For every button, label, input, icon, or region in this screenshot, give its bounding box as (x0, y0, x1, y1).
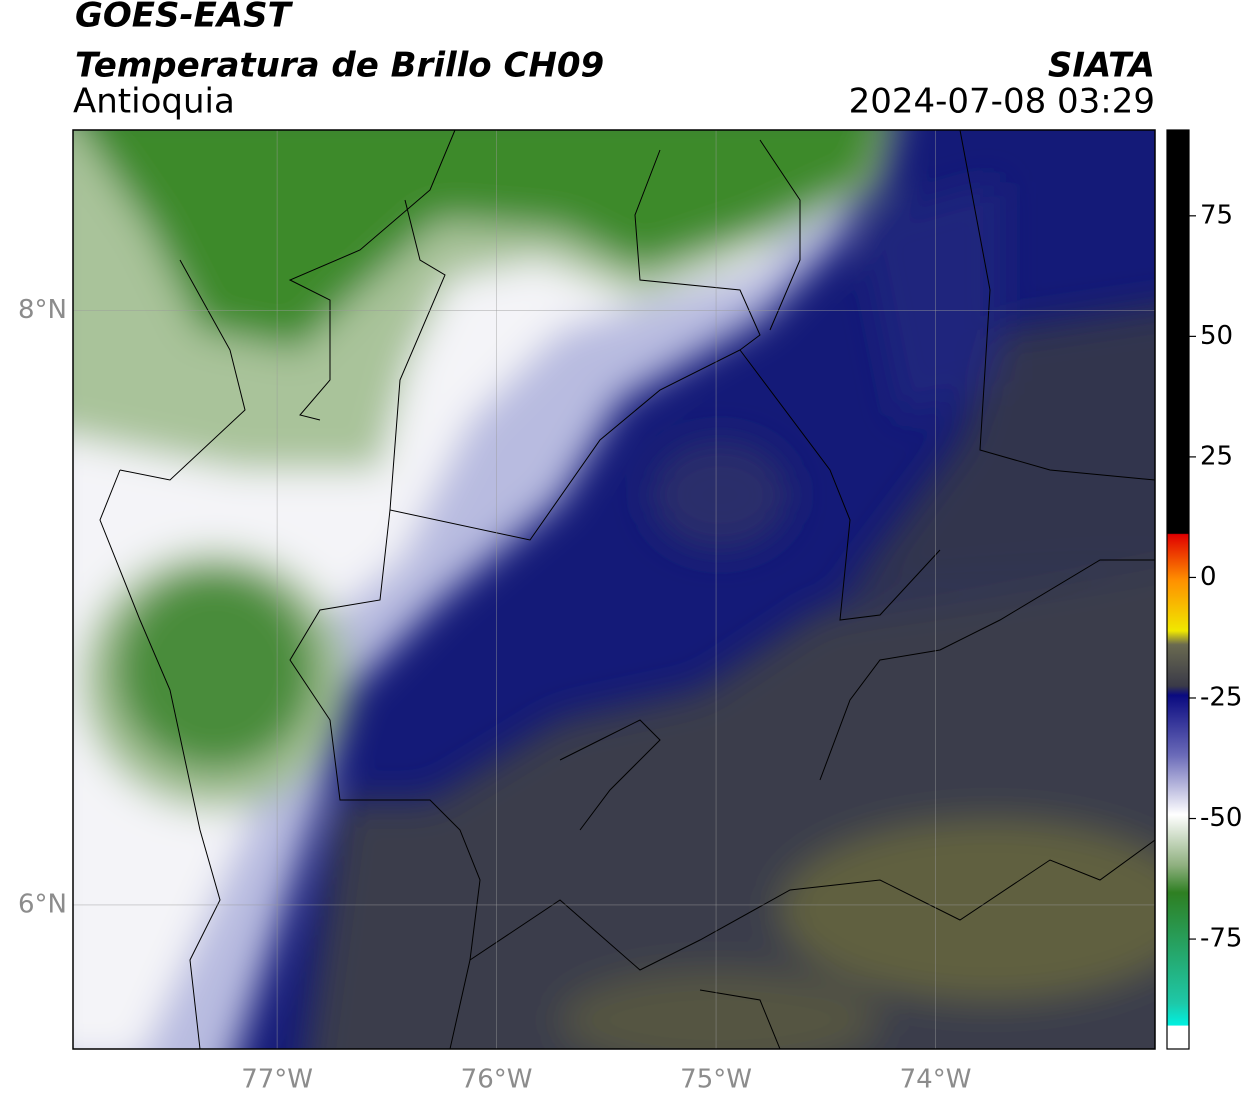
colorbar-tick-label: 50 (1200, 321, 1233, 351)
colorbar-tick-label: 25 (1200, 441, 1233, 471)
subtitle: Temperatura de Brillo CH09 (75, 46, 604, 86)
x-tick-label: 74°W (900, 1065, 972, 1095)
colorbar-tick-label: 75 (1200, 200, 1233, 230)
colorbar-tick-label: -75 (1200, 924, 1242, 954)
satellite-image (73, 130, 1155, 1049)
y-tick-label: 8°N (18, 295, 67, 325)
region: Antioquia (73, 82, 235, 122)
x-tick-label: 77°W (241, 1065, 313, 1095)
colorbar-tick-label: -50 (1200, 803, 1242, 833)
colorbar (1166, 129, 1190, 1050)
x-tick-label: 75°W (680, 1065, 752, 1095)
colorbar-tick-label: -25 (1200, 682, 1242, 712)
title: GOES-EAST (75, 0, 294, 36)
colorbar-tick-label: 0 (1200, 562, 1217, 592)
y-tick-label: 6°N (18, 889, 67, 919)
source: SIATA (1048, 46, 1155, 86)
x-tick-label: 76°W (461, 1065, 533, 1095)
map-frame (72, 129, 1156, 1050)
datetime: 2024-07-08 03:29 (849, 82, 1155, 122)
